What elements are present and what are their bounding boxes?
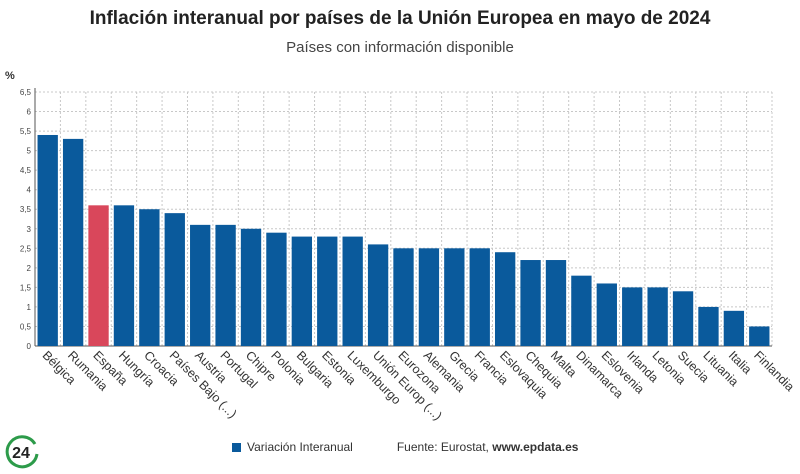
- y-tick-label: 5: [27, 147, 32, 156]
- bars-layer: [37, 134, 770, 346]
- bar[interactable]: [647, 287, 668, 346]
- source-prefix: Fuente: Eurostat,: [396, 440, 493, 454]
- source-note: Fuente: Eurostat, www.epdata.es: [397, 440, 579, 454]
- bar[interactable]: [698, 306, 719, 346]
- chart-title: Inflación interanual por países de la Un…: [89, 8, 711, 29]
- bar[interactable]: [545, 260, 567, 346]
- y-tick-label: 6: [27, 108, 32, 117]
- bar[interactable]: [367, 244, 389, 346]
- y-tick-label: 0,5: [20, 322, 32, 331]
- bar[interactable]: [749, 326, 770, 346]
- bar[interactable]: [139, 209, 160, 346]
- bar[interactable]: [444, 248, 465, 346]
- bar[interactable]: [393, 248, 414, 346]
- y-tick-label: 1: [27, 303, 32, 312]
- bar[interactable]: [37, 134, 58, 346]
- bar[interactable]: [62, 138, 84, 346]
- y-tick-label: 4: [27, 186, 32, 195]
- site-logo: 24: [5, 435, 39, 469]
- legend-label: Variación Interanual: [247, 440, 353, 454]
- y-axis-label: %: [5, 70, 15, 82]
- bar[interactable]: [571, 275, 592, 346]
- bar[interactable]: [596, 283, 617, 346]
- y-tick-label: 4,5: [20, 166, 32, 175]
- bar[interactable]: [240, 228, 262, 346]
- bar[interactable]: [622, 287, 643, 346]
- logo-text: 24: [12, 445, 30, 462]
- y-tick-label: 1,5: [20, 283, 32, 292]
- bar[interactable]: [291, 236, 313, 346]
- bar[interactable]: [342, 236, 363, 346]
- x-ticks-layer: BélgicaRumaniaEspañaHungríaCroaciaPaíses…: [40, 348, 797, 423]
- bar[interactable]: [317, 236, 338, 346]
- legend: Variación Interanual Fuente: Eurostat, w…: [232, 440, 578, 454]
- bar[interactable]: [164, 213, 185, 346]
- bar[interactable]: [494, 252, 516, 346]
- y-ticks-layer: 0 0,5 1 1,5 2 2,5 3 3,5 4 4,5 5 5,5 6 6,5: [20, 88, 32, 351]
- y-tick-label: 2: [27, 264, 32, 273]
- bar[interactable]: [418, 248, 440, 346]
- y-tick-label: 3,5: [20, 205, 32, 214]
- bar[interactable]: [113, 205, 135, 346]
- bar[interactable]: [723, 310, 745, 346]
- bar[interactable]: [469, 248, 490, 346]
- y-tick-label: 2,5: [20, 244, 32, 253]
- y-tick-label: 3: [27, 225, 32, 234]
- y-tick-label: 5,5: [20, 127, 32, 136]
- source-site: www.epdata.es: [492, 440, 579, 454]
- bar[interactable]: [520, 260, 541, 346]
- bar[interactable]: [88, 205, 109, 346]
- x-tick-label: Finlandia: [751, 348, 797, 394]
- y-tick-label: 0: [27, 342, 32, 351]
- chart-subtitle: Países con información disponible: [286, 39, 514, 56]
- bar[interactable]: [266, 232, 287, 346]
- bar[interactable]: [190, 224, 211, 346]
- bar[interactable]: [215, 224, 236, 346]
- legend-swatch: [232, 442, 241, 452]
- y-tick-label: 6,5: [20, 88, 32, 97]
- bar[interactable]: [672, 291, 694, 346]
